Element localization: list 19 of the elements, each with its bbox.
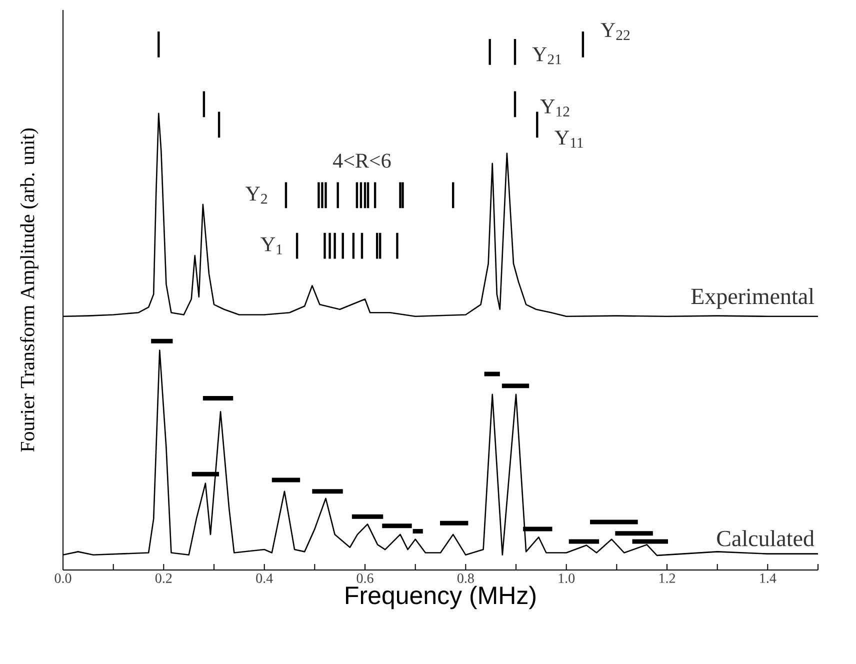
annotation: Y$_{1}$ [260,237,282,254]
x-tick-label: 0.0 [54,574,72,584]
y-axis-title: Fourier Transform Amplitude (arb. unit) [20,128,38,452]
x-tick-label: 1.0 [558,574,575,584]
series-label: Experimental [691,288,814,309]
x-tick-label: 0.8 [457,574,474,584]
series-label: Calculated [717,530,814,546]
annotation: Y$_{2}$ [246,186,267,204]
x-tick-label: 0.2 [155,574,172,584]
annotation: Y$_{21}$ [532,47,562,64]
annotation: Y$_{12}$ [540,100,570,116]
x-tick-label: 0.6 [356,574,374,584]
x-tick-label: 1.4 [760,574,776,583]
x-axis-title: Frequency (MHz) [346,586,536,610]
annotation: Y$_{22}$ [600,23,630,40]
annotation: Y$_{11}$ [554,130,583,148]
annotation: 4<R<6 [333,154,391,168]
x-tick-label: 0.4 [256,574,273,584]
x-tick-label: 1.2 [659,574,675,583]
